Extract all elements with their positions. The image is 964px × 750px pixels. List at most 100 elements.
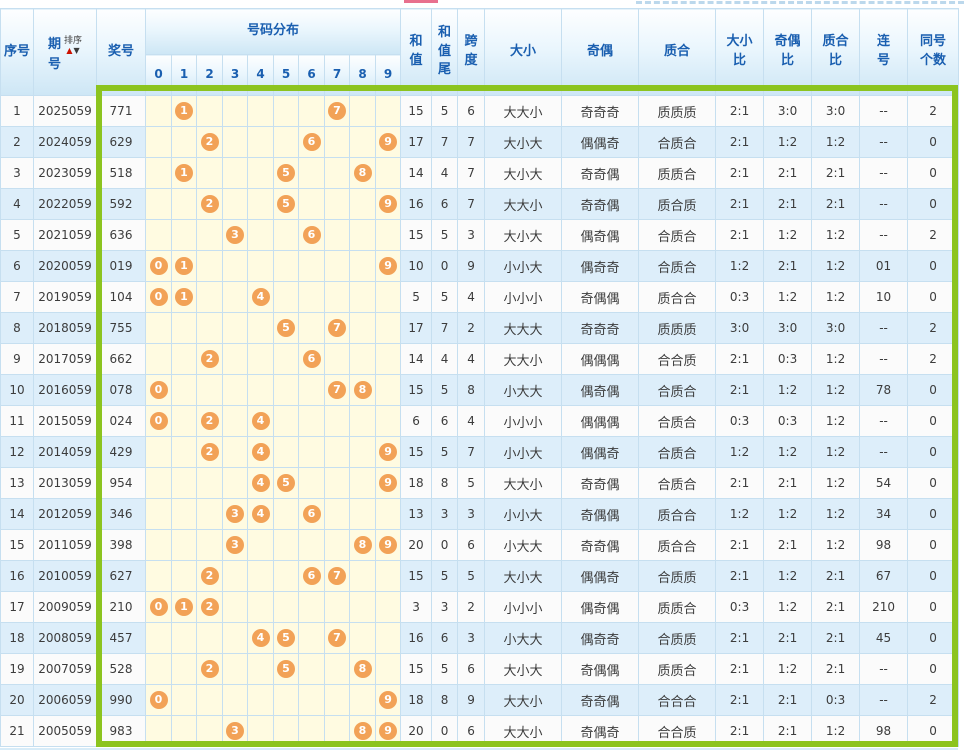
serial-cell: 11: [0, 405, 34, 437]
header-digit-6: 6: [298, 54, 325, 96]
consecutive-cell: 98: [859, 529, 909, 561]
sum-tail-cell: 3: [431, 498, 459, 530]
number-ball: 7: [328, 102, 346, 120]
dist-cell-2: [196, 250, 223, 282]
size-ratio-cell: 2:1: [715, 219, 765, 251]
consecutive-cell: --: [859, 126, 909, 158]
dist-cell-3: [222, 281, 248, 313]
dist-cell-7: 7: [324, 560, 350, 592]
prime-ratio-cell: 2:1: [811, 622, 861, 654]
prime-cell: 质合合: [638, 281, 717, 313]
number-ball: 9: [379, 443, 398, 461]
number-ball: 4: [251, 412, 270, 430]
sort-asc-icon[interactable]: ▲: [66, 45, 73, 55]
same-count-cell: 2: [907, 312, 960, 344]
sum-tail-cell: 4: [431, 343, 459, 375]
parity-ratio-cell: 1:2: [763, 281, 813, 313]
dist-cell-3: [222, 312, 248, 344]
prime-ratio-cell: 2:1: [811, 591, 861, 623]
parity-ratio-cell: 1:2: [763, 126, 813, 158]
dist-cell-8: [349, 436, 376, 468]
table-row: 18 2008059 457 4 5 7 16 6 3 小大大 偶奇奇 合质质 2:1 2:1 2:1 45 0: [0, 622, 960, 654]
prime-cell: 合合合: [638, 684, 717, 716]
prime-cell: 合质合: [638, 436, 717, 468]
sum-tail-cell: 8: [431, 467, 459, 499]
dist-cell-4: [247, 126, 274, 158]
size-ratio-cell: 2:1: [715, 157, 765, 189]
size-ratio-cell: 2:1: [715, 343, 765, 375]
consecutive-cell: --: [859, 343, 909, 375]
prime-cell: 质合合: [638, 498, 717, 530]
parity-ratio-cell: 2:1: [763, 157, 813, 189]
consecutive-cell: --: [859, 219, 909, 251]
period-cell: 2008059: [33, 622, 97, 654]
dist-cell-2: 2: [196, 436, 223, 468]
same-count-cell: 0: [907, 591, 960, 623]
consecutive-cell: 34: [859, 498, 909, 530]
dist-cell-6: 6: [298, 126, 325, 158]
prize-cell: 662: [96, 343, 146, 375]
consecutive-cell: --: [859, 405, 909, 437]
sum-tail-cell: 6: [431, 405, 459, 437]
dist-cell-3: [222, 436, 248, 468]
number-ball: 4: [251, 629, 270, 647]
header-period-label: 期号: [47, 37, 61, 72]
header-serial: 序号: [0, 8, 34, 96]
dist-cell-7: [324, 157, 350, 189]
serial-cell: 17: [0, 591, 34, 623]
dist-cell-3: [222, 622, 248, 654]
dist-cell-6: [298, 622, 325, 654]
prime-cell: 质合合: [638, 529, 717, 561]
dist-cell-5: 5: [273, 467, 299, 499]
period-cell: 2013059: [33, 467, 97, 499]
dist-cell-0: [145, 715, 172, 747]
dist-cell-1: [171, 653, 197, 685]
number-ball: 0: [149, 412, 168, 430]
consecutive-cell: --: [859, 157, 909, 189]
table-row: 1 2025059 771 1 7 15 5 6 大大小 奇奇奇 质质质 2:1 3:0 3:0 -- 2: [0, 95, 960, 127]
dist-cell-0: [145, 343, 172, 375]
dist-cell-5: [273, 684, 299, 716]
size-cell: 小小小: [484, 281, 563, 313]
dist-cell-7: [324, 219, 350, 251]
consecutive-cell: 78: [859, 374, 909, 406]
dist-cell-3: [222, 653, 248, 685]
sum-cell: 18: [400, 467, 433, 499]
dist-cell-8: [349, 343, 376, 375]
sum-tail-cell: 4: [431, 157, 459, 189]
serial-cell: 9: [0, 343, 34, 375]
consecutive-cell: --: [859, 312, 909, 344]
table-row: 16 2010059 627 2 6 7 15 5 5 大小大 偶偶奇 合质质 2:1 1:2 2:1 67 0: [0, 560, 960, 592]
table-header: 序号 期号 排序 ▲ ▼ 奖号 号码分布 和: [0, 8, 960, 96]
span-cell: 4: [457, 405, 486, 437]
table-row: 15 2011059 398 3 8 9 20 0 6 小大大 奇奇偶 质合合 2:1 2:1 1:2 98 0: [0, 529, 960, 561]
size-ratio-cell: 2:1: [715, 467, 765, 499]
prime-ratio-cell: 2:1: [811, 560, 861, 592]
same-count-cell: 0: [907, 622, 960, 654]
serial-cell: 13: [0, 467, 34, 499]
size-ratio-cell: 1:2: [715, 436, 765, 468]
sum-cell: 10: [400, 250, 433, 282]
dist-cell-1: 1: [171, 157, 197, 189]
prime-ratio-cell: 2:1: [811, 157, 861, 189]
dist-cell-3: 3: [222, 529, 248, 561]
same-count-cell: 0: [907, 250, 960, 282]
sort-desc-icon[interactable]: ▼: [73, 45, 80, 55]
prime-ratio-cell: 1:2: [811, 405, 861, 437]
span-cell: 7: [457, 436, 486, 468]
dist-cell-1: 1: [171, 281, 197, 313]
number-ball: 6: [302, 567, 321, 585]
prime-ratio-cell: 1:2: [811, 219, 861, 251]
header-same-count: 同号 个数: [907, 8, 960, 96]
header-span: 跨度: [457, 8, 486, 96]
number-ball: 9: [379, 691, 398, 709]
table-row: 2 2024059 629 2 6 9 17 7 7 大小大 偶偶奇 合质合 2:1 1:2 1:2 -- 0: [0, 126, 960, 158]
dist-cell-4: [247, 219, 274, 251]
sum-cell: 15: [400, 560, 433, 592]
dist-cell-6: [298, 405, 325, 437]
prime-ratio-cell: 1:2: [811, 715, 861, 747]
prime-cell: 合质合: [638, 250, 717, 282]
dist-cell-5: [273, 219, 299, 251]
serial-cell: 15: [0, 529, 34, 561]
serial-cell: 2: [0, 126, 34, 158]
